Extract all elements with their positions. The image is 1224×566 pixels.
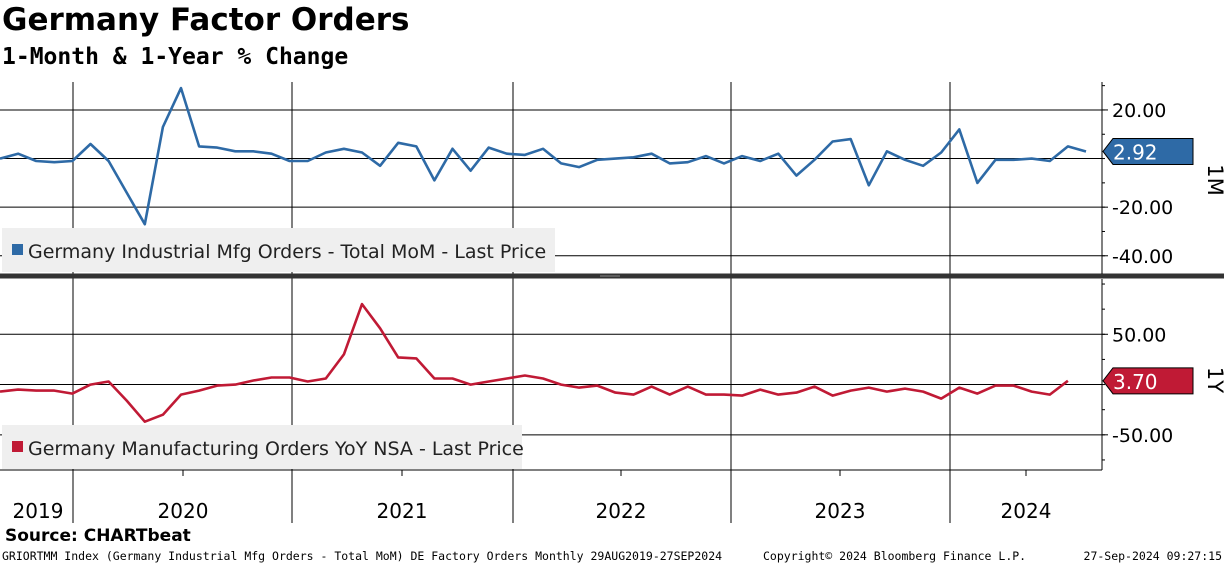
footer-timestamp: 27-Sep-2024 09:27:15 [1083, 549, 1222, 563]
x-tick-label: 2019 [13, 499, 64, 523]
mom-legend-label: Germany Industrial Mfg Orders - Total Mo… [28, 241, 546, 263]
footer-copyright: Copyright© 2024 Bloomberg Finance L.P. [763, 549, 1027, 563]
mom-legend-box [2, 228, 555, 272]
yoy-legend-swatch [12, 441, 23, 452]
chart-title: Germany Factor Orders [2, 2, 410, 38]
yoy-legend-label: Germany Manufacturing Orders YoY NSA - L… [28, 438, 524, 460]
x-tick-label: 2023 [815, 499, 866, 523]
source-note: Source: CHARTbeat [5, 526, 191, 546]
mom-panel-label: 1M [1203, 164, 1224, 195]
mom-y-tick-label: 20.00 [1112, 100, 1166, 122]
yoy-legend-box [2, 425, 522, 469]
x-tick-label: 2024 [1001, 499, 1052, 523]
mom-series-line [0, 86, 1087, 226]
footer-series-info: GRIORTMM Index (Germany Industrial Mfg O… [2, 549, 723, 563]
x-tick-label: 2021 [377, 499, 428, 523]
yoy-last-value: 3.70 [1113, 370, 1158, 394]
yoy-series-line [0, 302, 1069, 424]
x-tick-label: 2020 [158, 499, 209, 523]
x-tick-label: 2022 [596, 499, 647, 523]
yoy-last-value-tag [1102, 367, 1194, 395]
yoy-y-tick-label: 50.00 [1112, 324, 1166, 346]
mom-last-value-tag [1102, 137, 1194, 165]
mom-y-tick-label: -40.00 [1112, 246, 1173, 268]
mom-y-tick-label: -20.00 [1112, 197, 1173, 219]
mom-legend-swatch [12, 244, 23, 255]
mom-last-value: 2.92 [1113, 140, 1158, 164]
chart-frame [0, 82, 1224, 523]
chart-subtitle: 1-Month & 1-Year % Change [2, 44, 349, 70]
yoy-y-tick-label: -50.00 [1112, 425, 1173, 447]
yoy-panel-label: 1Y [1203, 367, 1224, 393]
